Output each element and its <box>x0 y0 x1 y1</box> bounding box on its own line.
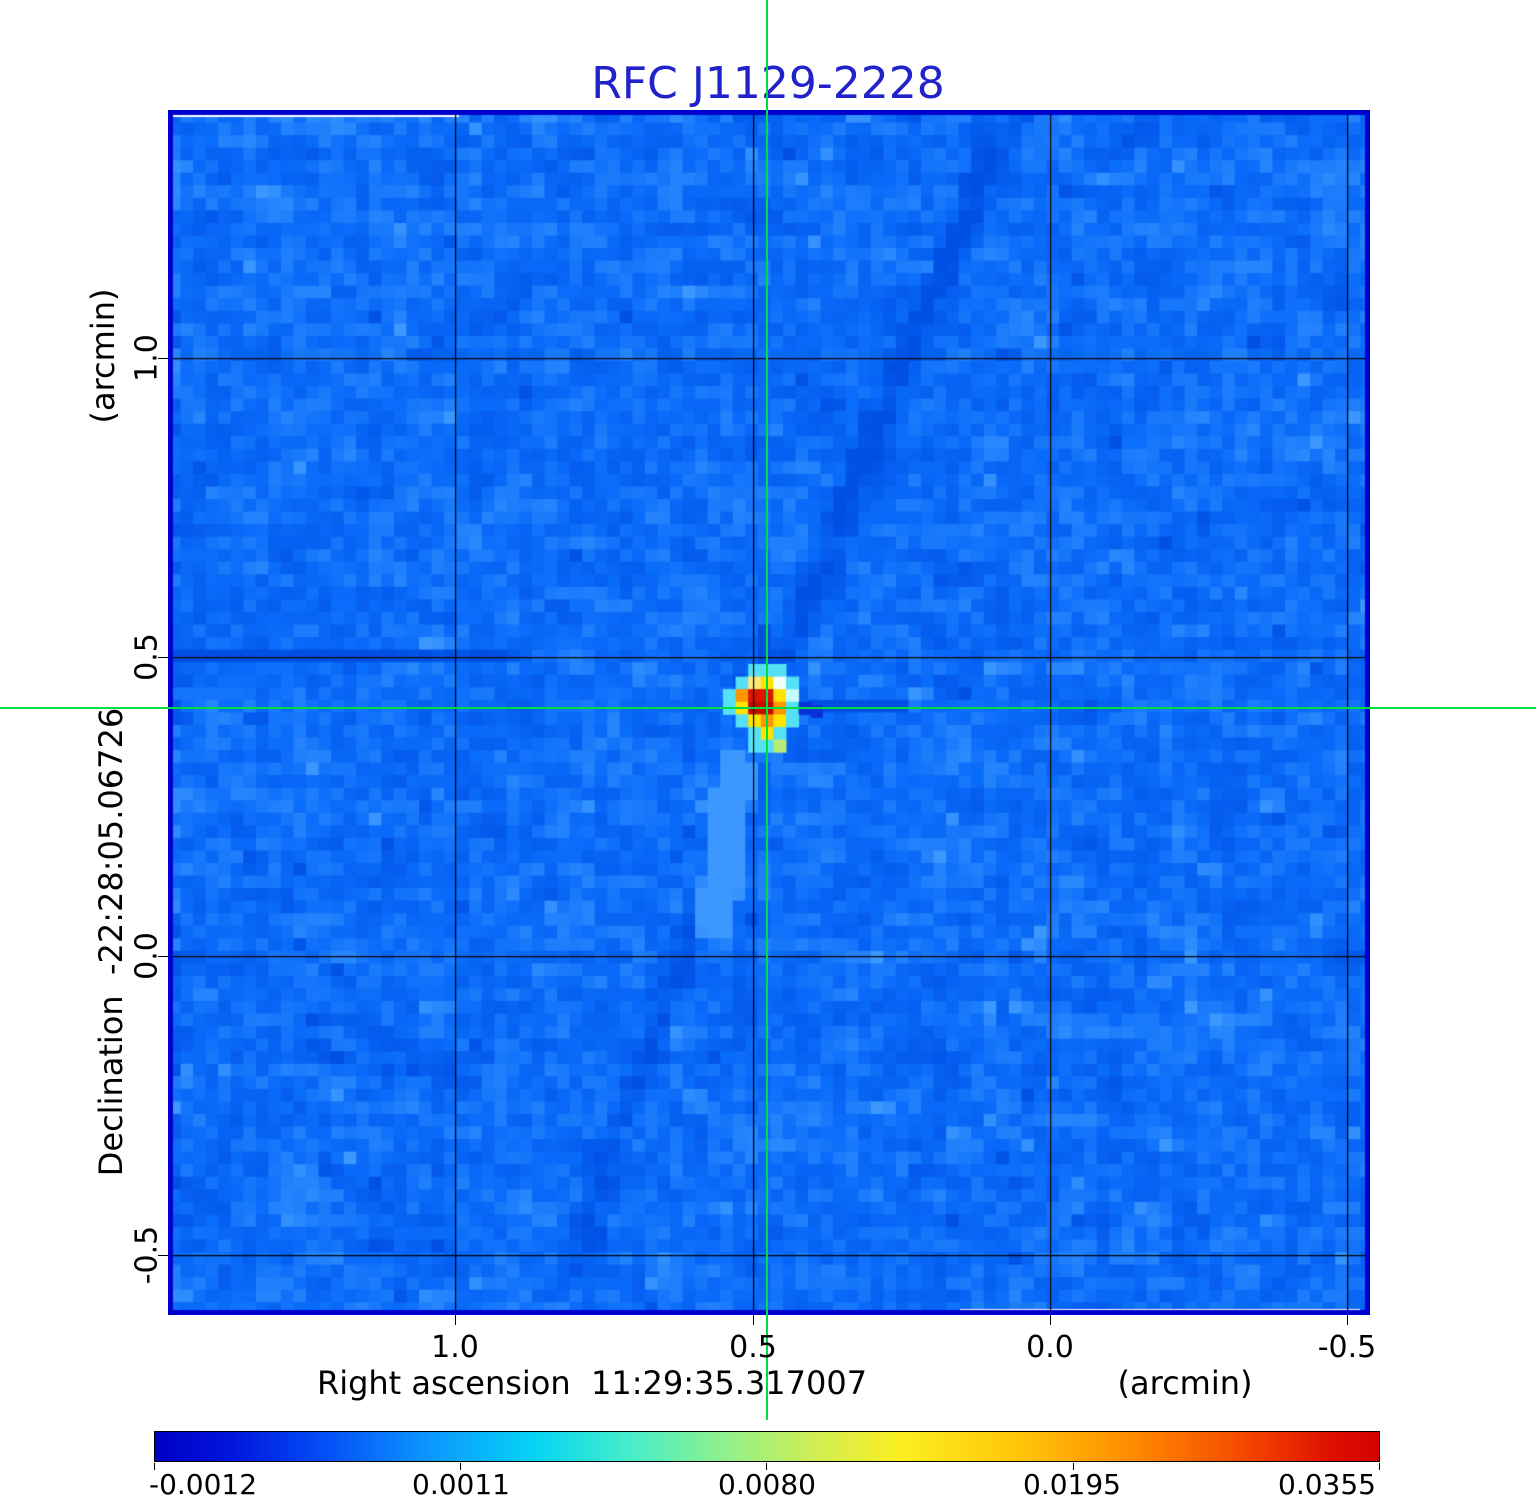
x-tick-label: -0.5 <box>1317 1330 1377 1365</box>
y-axis-label: Declination -22:28:05.06726 <box>92 707 130 1177</box>
crosshair-horizontal-line <box>0 707 1536 709</box>
x-tick-label: 1.0 <box>431 1330 479 1365</box>
colorbar-tick-mark <box>154 1463 155 1470</box>
colorbar-value-label: 0.0355 <box>1278 1468 1376 1501</box>
y-axis-tick-mark <box>158 657 168 658</box>
page-title: RFC J1129-2228 <box>591 58 945 109</box>
colorbar-tick-mark <box>1073 1463 1074 1470</box>
y-axis-unit: (arcmin) <box>84 288 122 424</box>
colorbar-tick-mark <box>1379 1463 1380 1470</box>
sky-map-image <box>168 110 1370 1315</box>
colorbar-value-label: -0.0012 <box>148 1468 258 1501</box>
x-axis-label: Right ascension 11:29:35.317007 <box>316 1364 868 1402</box>
x-tick-label: 0.0 <box>1026 1330 1074 1365</box>
colorbar-tick-mark <box>460 1463 461 1470</box>
x-axis-tick-mark <box>753 1315 754 1325</box>
crosshair-vertical-line <box>766 0 768 1420</box>
colorbar-value-label: 0.0080 <box>718 1468 816 1501</box>
colorbar-value-label: 0.0011 <box>412 1468 510 1501</box>
colorbar-value-label: 0.0195 <box>1023 1468 1121 1501</box>
x-axis-tick-mark <box>1347 1315 1348 1325</box>
x-axis-tick-mark <box>1050 1315 1051 1325</box>
x-tick-label: 0.5 <box>729 1330 777 1365</box>
y-axis-tick-mark <box>158 1255 168 1256</box>
x-axis-tick-mark <box>455 1315 456 1325</box>
y-axis-tick-mark <box>158 358 168 359</box>
colorbar-tick-mark <box>766 1463 767 1470</box>
y-axis-tick-mark <box>158 956 168 957</box>
x-axis-unit: (arcmin) <box>1117 1364 1253 1402</box>
colorbar-gradient <box>154 1431 1380 1462</box>
